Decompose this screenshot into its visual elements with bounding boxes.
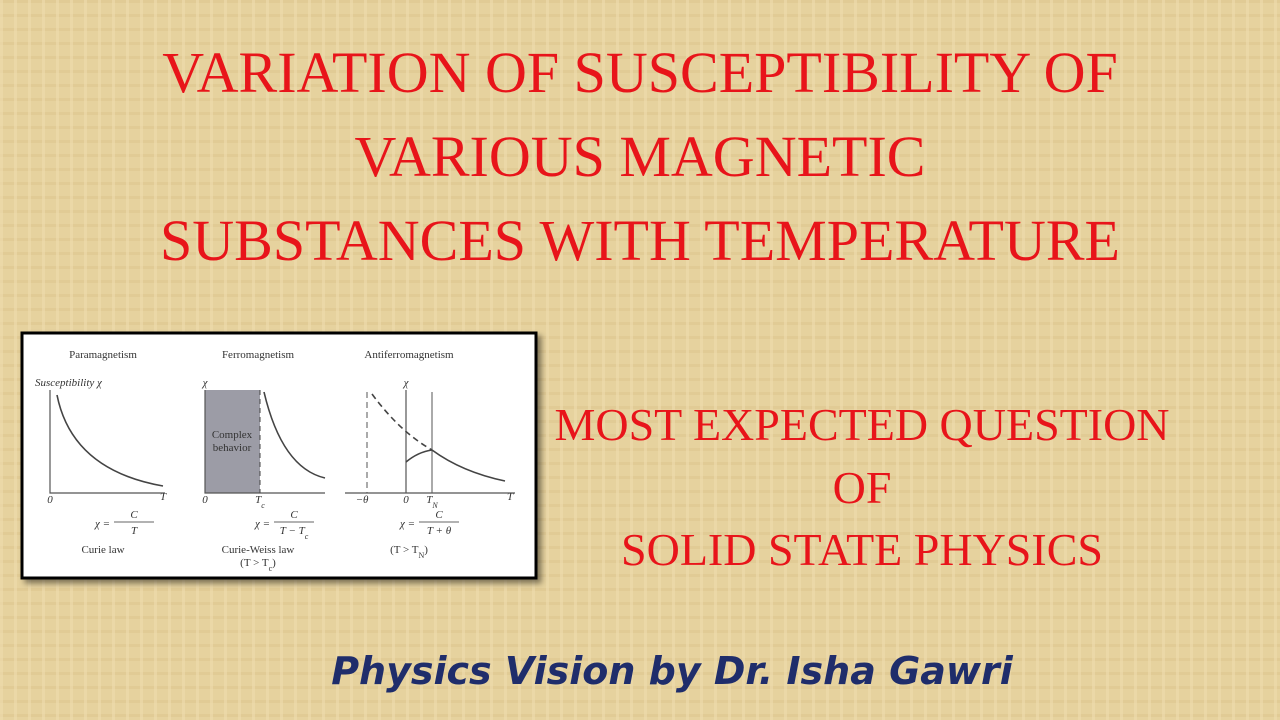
formula-lhs: χ = <box>399 518 415 530</box>
text-part: 0 <box>403 494 409 506</box>
text-part: ) <box>272 557 276 569</box>
x-axis-label: T <box>160 491 167 503</box>
caption: Curie law <box>81 544 124 556</box>
panel-heading: Antiferromagnetism <box>364 349 454 361</box>
text-part: (T > T <box>240 557 269 569</box>
caption: (T > Tc) <box>240 557 276 573</box>
text-part: 0 <box>202 494 208 506</box>
title-line: SUBSTANCES WITH TEMPERATURE <box>160 208 1120 273</box>
text-part: T <box>255 494 262 506</box>
text-part: T − T <box>280 525 306 537</box>
figure-frame <box>20 331 538 580</box>
text-part: −θ <box>356 494 369 506</box>
y-axis-label: χ <box>202 377 209 389</box>
region-label: behavior <box>213 442 252 454</box>
ferromagnetism-plot <box>204 390 326 494</box>
subscript: c <box>261 501 265 510</box>
formula-denominator: T − Tc <box>280 525 309 541</box>
formula-denominator: T + θ <box>427 525 452 537</box>
x-axis-label: T <box>507 491 514 503</box>
title-line: VARIOUS MAGNETIC <box>355 124 926 189</box>
formula-lhs: χ = <box>254 518 270 530</box>
formula-numerator: C <box>435 509 443 521</box>
text-part: T + θ <box>427 525 452 537</box>
x-tick-label: −θ <box>356 494 369 506</box>
text-part: 0 <box>47 494 53 506</box>
x-tick-label: 0 <box>202 494 208 506</box>
subtitle-line: OF <box>833 462 892 513</box>
y-axis-label: Susceptibility χ <box>35 377 103 389</box>
formula-numerator: C <box>290 509 298 521</box>
region-label: Complex <box>212 429 253 441</box>
caption: Curie-Weiss law <box>222 544 295 556</box>
subscript: N <box>431 501 438 510</box>
formula-denominator: T <box>131 525 138 537</box>
text-part: T <box>426 494 433 506</box>
paramagnetism-plot <box>49 390 165 494</box>
text-part: T <box>131 525 138 537</box>
text-part: ) <box>424 544 428 556</box>
y-axis-label: χ <box>403 377 410 389</box>
antiferromagnetism-plot <box>345 390 515 494</box>
subtitle-line: SOLID STATE PHYSICS <box>621 524 1103 575</box>
subscript: c <box>305 532 309 541</box>
panel-heading: Paramagnetism <box>69 349 137 361</box>
x-tick-label: 0 <box>47 494 53 506</box>
text-part: Curie law <box>81 544 124 556</box>
footer: Physics Vision by Dr. Isha Gawri <box>331 649 1014 693</box>
x-tick-label: Tc <box>255 494 265 510</box>
x-tick-label: 0 <box>403 494 409 506</box>
subtitle-line: MOST EXPECTED QUESTION <box>554 399 1169 450</box>
title-line: VARIATION OF SUSCEPTIBILITY OF <box>162 40 1117 105</box>
x-tick-label: TN <box>426 494 438 510</box>
formula-numerator: C <box>130 509 138 521</box>
text-part: Curie-Weiss law <box>222 544 295 556</box>
subscript: c <box>269 564 273 573</box>
formula-lhs: χ = <box>94 518 110 530</box>
text-part: (T > T <box>390 544 419 556</box>
caption: (T > TN) <box>390 544 428 560</box>
subscript: N <box>418 551 424 560</box>
panel-heading: Ferromagnetism <box>222 349 295 361</box>
